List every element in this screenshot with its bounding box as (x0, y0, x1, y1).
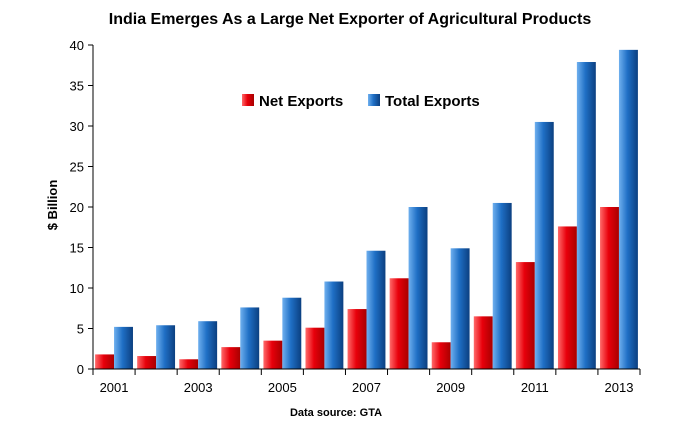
legend-swatch-total-exports (368, 94, 380, 106)
bar-total-exports (534, 121, 554, 369)
y-axis-label: $ Billion (45, 180, 60, 231)
y-tick-label: 35 (70, 79, 84, 94)
bar-total-exports (240, 307, 260, 369)
bar-net-exports (600, 207, 619, 369)
bar-total-exports (198, 321, 218, 369)
y-axis: 0 5 10 15 20 25 30 35 40 (70, 38, 93, 377)
y-tick-label: 40 (70, 38, 84, 53)
y-tick-label: 30 (70, 119, 84, 134)
legend: Net Exports Total Exports (242, 93, 480, 110)
bar-net-exports (137, 356, 157, 369)
data-source-note: Data source: GTA (290, 407, 382, 419)
bar-net-exports (515, 262, 535, 369)
bar-total-exports (618, 49, 638, 370)
x-tick-label: 2001 (100, 380, 129, 395)
y-tick-label: 20 (70, 200, 84, 215)
bar-net-exports (389, 278, 409, 369)
x-tick-label: 2009 (436, 380, 465, 395)
bar-net-exports (557, 226, 577, 369)
legend-label-total-exports: Total Exports (385, 93, 480, 110)
bar-net-exports (221, 347, 241, 369)
bar-total-exports (366, 250, 386, 369)
legend-label-net-exports: Net Exports (259, 93, 343, 110)
bar-total-exports (450, 248, 470, 369)
bar-net-exports (473, 316, 493, 369)
legend-swatch-net-exports (242, 94, 254, 106)
bar-total-exports (492, 202, 512, 369)
bar-net-exports (347, 309, 367, 369)
y-tick-label: 15 (70, 241, 84, 256)
y-tick-label: 25 (70, 160, 84, 175)
x-tick-label: 2007 (352, 380, 381, 395)
bar-net-exports (305, 327, 325, 369)
x-tick-label: 2011 (521, 380, 549, 395)
bar-total-exports (114, 326, 133, 369)
bar-total-exports (324, 281, 344, 369)
bar-net-exports (179, 359, 199, 369)
y-tick-label: 5 (77, 322, 84, 337)
bar-total-exports (408, 207, 428, 369)
x-axis: 2001 2003 2005 2007 2009 2011 2013 (92, 369, 641, 395)
bar-net-exports (95, 354, 115, 369)
bars (95, 49, 638, 370)
x-tick-label: 2013 (605, 380, 634, 395)
x-tick-label: 2005 (268, 380, 297, 395)
bar-total-exports (156, 325, 176, 369)
chart-title: India Emerges As a Large Net Exporter of… (109, 11, 592, 28)
bar-total-exports (282, 297, 302, 369)
bar-net-exports (263, 340, 283, 369)
bar-total-exports (576, 62, 596, 369)
y-tick-label: 10 (70, 281, 84, 296)
bar-net-exports (431, 342, 451, 369)
x-tick-label: 2003 (184, 380, 213, 395)
y-tick-label: 0 (77, 362, 84, 377)
